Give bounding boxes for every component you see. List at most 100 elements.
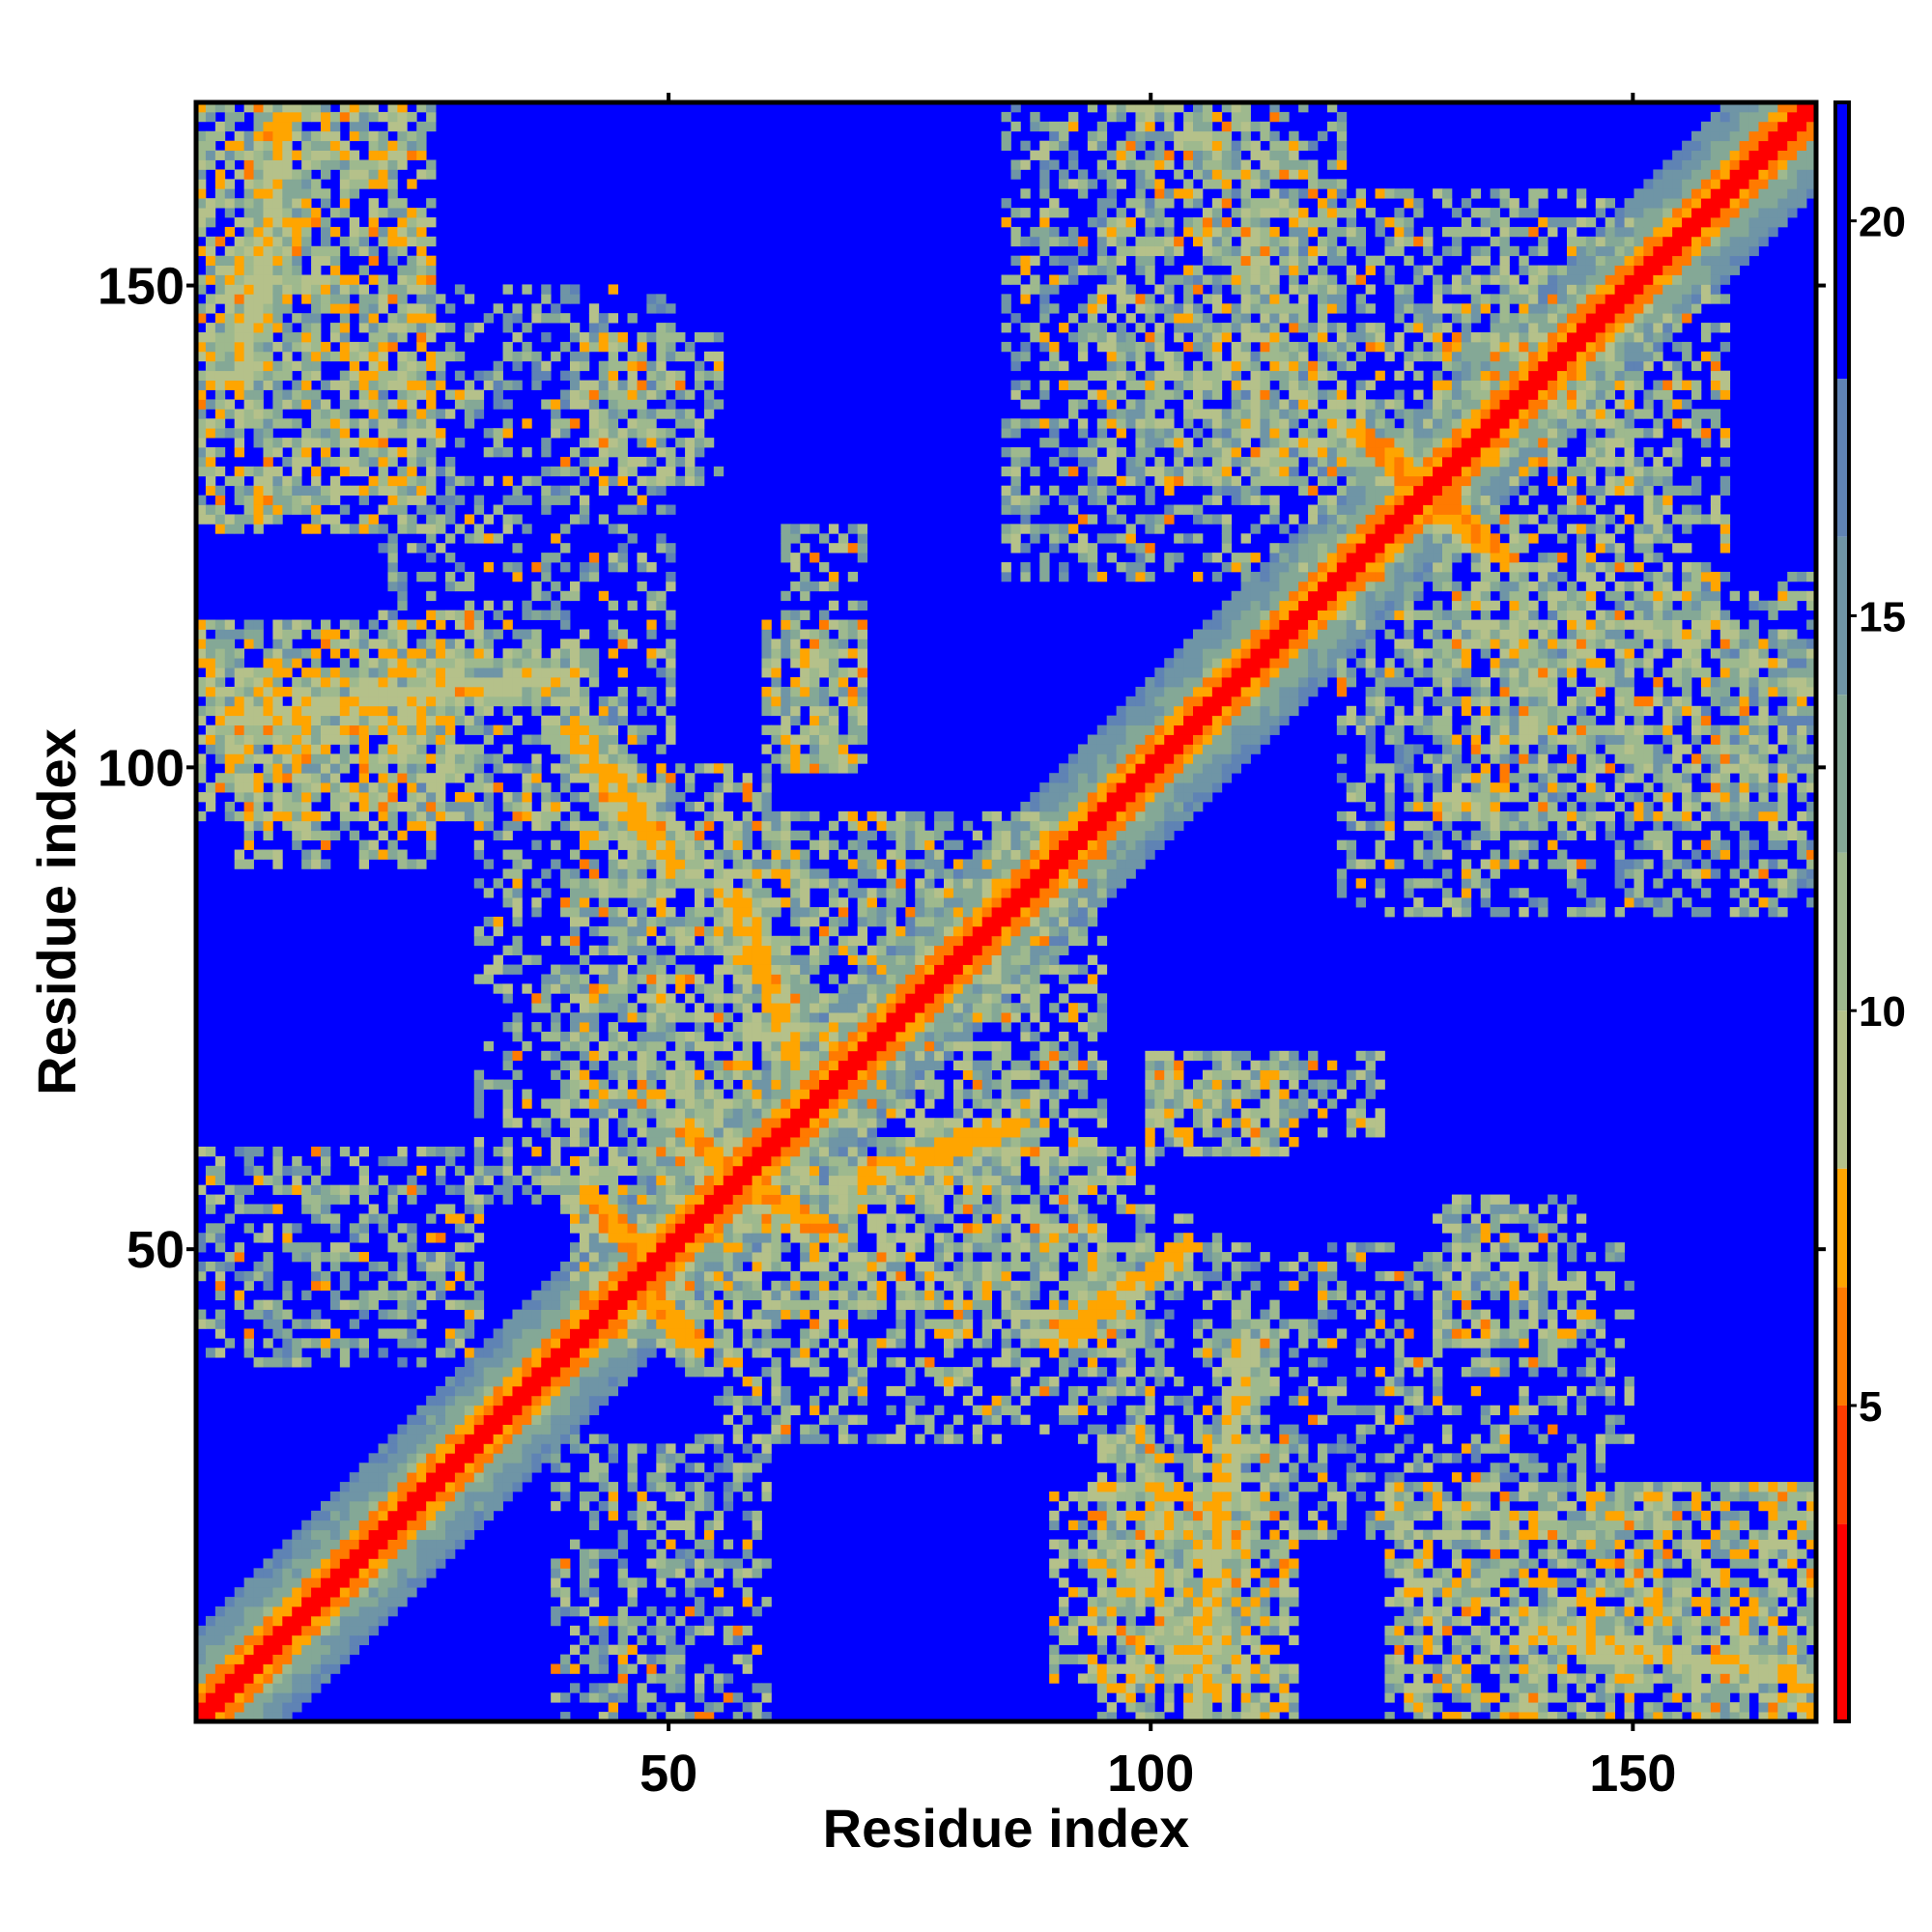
heatmap-cell [637,1443,647,1454]
heatmap-cell [378,1597,388,1607]
heatmap-cell [272,1328,283,1339]
heatmap-cell [464,1500,475,1512]
heatmap-cell [426,773,437,783]
heatmap-cell [560,1108,571,1119]
heatmap-cell [617,341,628,353]
heatmap-cell [723,1213,734,1224]
heatmap-cell [454,1261,466,1272]
heatmap-cell [522,1463,532,1473]
heatmap-cell [570,351,581,362]
heatmap-cell [416,150,427,160]
heatmap-cell [196,629,207,639]
heatmap-cell [224,668,236,678]
heatmap-cell [541,495,552,505]
heatmap-cell [541,553,552,563]
heatmap-cell [445,1414,456,1425]
heatmap-cell [781,543,791,554]
heatmap-cell [608,849,619,860]
heatmap-cell [349,696,360,707]
heatmap-cell [321,686,331,697]
heatmap-cell [627,1299,638,1310]
heatmap-cell [551,495,561,505]
heatmap-cell [205,1348,216,1358]
heatmap-cell [502,1194,513,1205]
heatmap-cell [426,571,437,582]
heatmap-cell [579,341,590,353]
heatmap-cell [483,1405,495,1416]
heatmap-cell [387,1520,398,1531]
heatmap-cell [502,849,513,860]
heatmap-cell [436,514,446,525]
heatmap-cell [426,753,437,764]
heatmap-cell [656,801,667,812]
heatmap-cell [742,1003,753,1013]
heatmap-cell [637,945,647,956]
heatmap-cell [224,1213,236,1224]
heatmap-cell [781,964,791,975]
heatmap-cell [666,341,676,353]
heatmap-cell [598,1079,610,1090]
heatmap-cell [378,801,388,812]
heatmap-cell [541,360,552,372]
heatmap-cell [560,485,571,497]
heatmap-cell [397,475,408,487]
heatmap-cell [253,668,264,678]
heatmap-cell [339,1299,351,1310]
heatmap-cell [358,839,370,850]
heatmap-cell [790,830,801,841]
heatmap-cell [224,1252,236,1263]
heatmap-cell [339,323,351,333]
heatmap-cell [761,801,772,812]
heatmap-cell [579,1548,590,1559]
heatmap-cell [378,274,388,285]
heatmap-cell [282,475,293,487]
heatmap-cell [656,1463,667,1473]
heatmap-cell [761,1204,772,1214]
heatmap-cell [282,389,293,400]
heatmap-cell [301,1673,312,1684]
heatmap-cell [666,1118,676,1128]
heatmap-cell [695,1597,705,1607]
heatmap-cell [426,485,437,497]
heatmap-cell [321,1548,331,1559]
heatmap-cell [387,839,398,850]
heatmap-cell [588,1194,600,1205]
heatmap-cell [656,466,667,477]
heatmap-cell [579,389,590,400]
heatmap-cell [407,370,417,381]
heatmap-cell [464,571,475,582]
heatmap-cell [608,370,619,381]
heatmap-cell [436,1385,446,1397]
heatmap-cell [732,1155,744,1167]
heatmap-cell [311,313,322,324]
heatmap-cell [196,504,207,515]
heatmap-cell [339,294,351,304]
heatmap-cell [502,313,513,324]
heatmap-cell [473,629,485,639]
heatmap-cell [329,715,341,726]
heatmap-cell [292,820,302,832]
heatmap-cell [666,1663,676,1674]
heatmap-cell [512,1022,523,1033]
heatmap-cell [685,1031,696,1042]
heatmap-cell [301,849,312,860]
heatmap-cell [541,974,552,984]
heatmap-cell [349,466,360,477]
heatmap-cell [407,1424,417,1435]
heatmap-cell [627,1252,638,1263]
heatmap-cell [292,380,302,390]
heatmap-cell [560,1270,571,1282]
heatmap-cell [205,1261,216,1272]
heatmap-cell [781,1184,791,1195]
heatmap-cell [234,140,245,151]
heatmap-cell [579,1261,590,1272]
heatmap-cell [656,428,667,439]
heatmap-cell [752,1242,762,1253]
heatmap-cell [695,466,705,477]
heatmap-cell [656,323,667,333]
heatmap-cell [339,677,351,688]
heatmap-cell [224,341,236,353]
heatmap-cell [608,1338,619,1349]
heatmap-cell [588,1692,600,1703]
heatmap-cell [387,668,398,678]
